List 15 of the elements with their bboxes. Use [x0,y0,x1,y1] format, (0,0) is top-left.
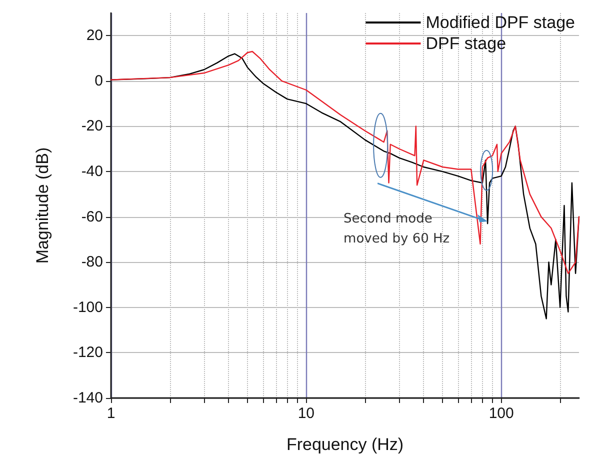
y-tick-label: -140 [72,390,103,406]
y-axis-title: Magnitude (dB) [33,147,52,264]
x-tick-label: 1 [106,405,116,422]
annotation: Second mode moved by 60 Hz [344,211,450,246]
y-tick-label: -60 [81,208,103,226]
x-tick-label: 100 [488,405,514,422]
x-tick-label: 10 [298,405,315,422]
y-tick-label: -80 [81,254,103,271]
y-tick-label: -20 [81,118,103,135]
y-tick-label: -100 [72,298,103,316]
y-tick-label: -40 [81,163,103,180]
x-axis-title: Frequency (Hz) [286,435,404,454]
y-tick-label: 0 [94,72,103,90]
y-tick-label: -120 [72,344,103,362]
y-tick-label: 20 [86,27,103,44]
